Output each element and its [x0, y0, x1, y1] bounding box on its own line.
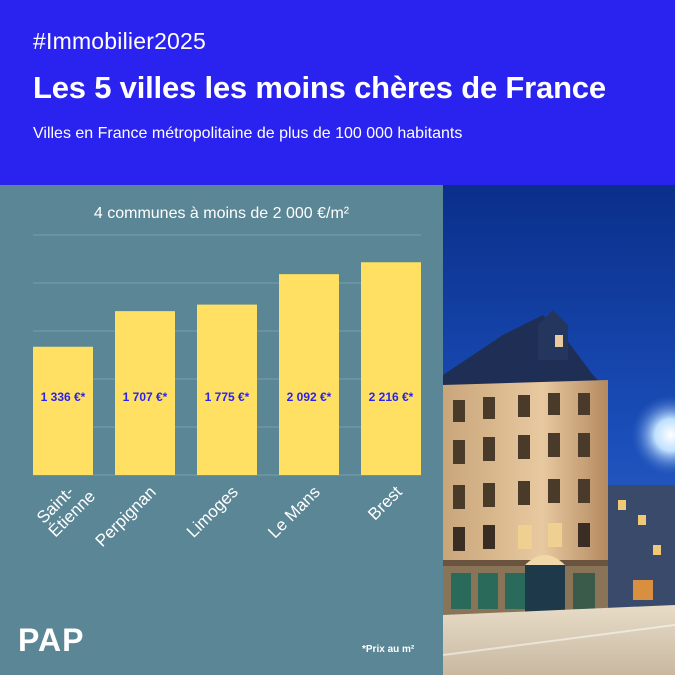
- category-label-3: Le Mans: [264, 482, 324, 542]
- bar-value-label-3: 2 092 €*: [287, 390, 332, 404]
- chart-panel: 1 336 €* Saint-Étienne 1 707 €* Perpignan 1 …: [0, 185, 443, 675]
- city-photo: [443, 185, 675, 675]
- bar-chart: 1 336 €* Saint-Étienne 1 707 €* Perpignan 1 …: [32, 234, 421, 551]
- pap-logo: PAP: [18, 622, 85, 658]
- bar-2: [197, 304, 257, 475]
- category-label-0: Saint-Étienne: [32, 474, 99, 541]
- bar-value-label-0: 1 336 €*: [41, 390, 86, 404]
- bar-1: [115, 311, 175, 475]
- category-label-1: Perpignan: [92, 482, 160, 550]
- page-title: Les 5 villes les moins chères de France: [33, 70, 606, 105]
- bar-value-label-1: 1 707 €*: [123, 390, 168, 404]
- footnote: *Prix au m²: [362, 644, 415, 655]
- bar-0: [33, 346, 93, 475]
- header-banner: #Immobilier2025 Les 5 villes les moins c…: [0, 0, 675, 185]
- chart-title: 4 communes à moins de 2 000 €/m²: [93, 205, 350, 222]
- building-illustration: [443, 185, 675, 675]
- category-label-4: Brest: [364, 482, 406, 524]
- category-label-2: Limoges: [183, 482, 242, 541]
- bar-4: [361, 262, 421, 475]
- hashtag: #Immobilier2025: [33, 28, 207, 54]
- page-subtitle: Villes en France métropolitaine de plus …: [33, 125, 463, 142]
- bar-value-label-2: 1 775 €*: [205, 390, 250, 404]
- bar-value-label-4: 2 216 €*: [369, 390, 414, 404]
- bar-3: [279, 274, 339, 475]
